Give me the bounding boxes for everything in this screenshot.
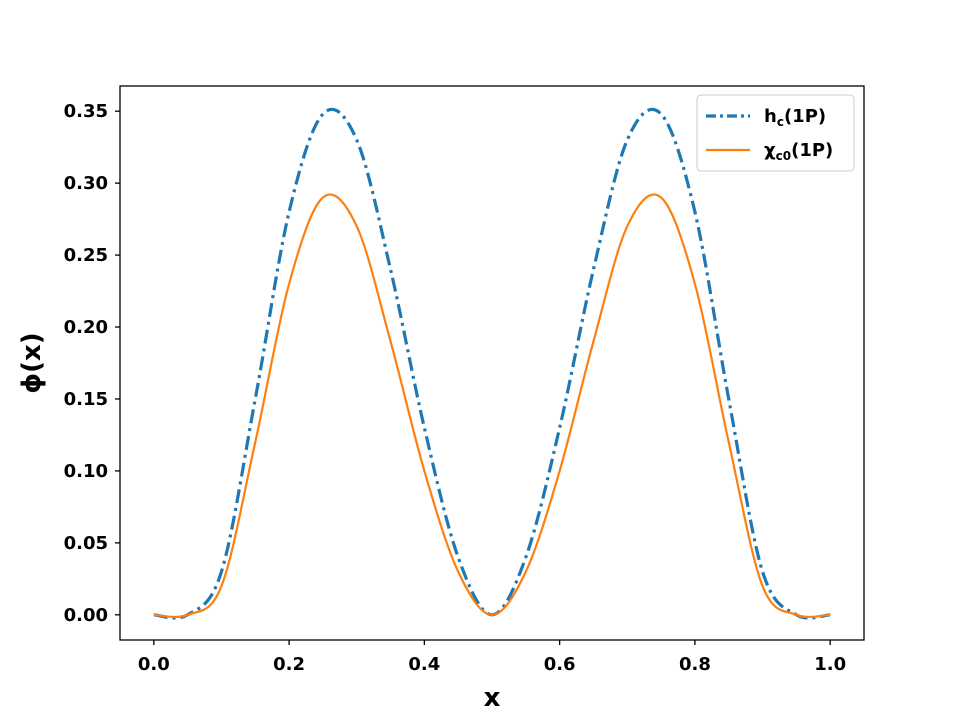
y-axis-ticks: 0.00 0.05 0.10 0.15 0.20 0.25 0.30 0.35 <box>64 101 120 626</box>
y-tick-label: 0.10 <box>64 461 108 482</box>
x-tick-label: 0.2 <box>273 654 305 675</box>
legend-label-1: χc0(1P) <box>764 140 833 163</box>
x-axis-title: x <box>484 683 501 713</box>
x-tick-label: 1.0 <box>814 654 846 675</box>
legend-label-0: hc(1P) <box>764 106 826 129</box>
series-lines <box>153 107 831 620</box>
plot-frame <box>119 85 865 641</box>
legend: hc(1P) χc0(1P) <box>696 94 855 172</box>
y-tick-label: 0.30 <box>64 173 108 194</box>
x-axis-ticks: 0.0 0.2 0.4 0.6 0.8 1.0 <box>138 640 846 675</box>
y-axis-title: ϕ(x) <box>17 332 47 393</box>
y-tick-label: 0.25 <box>64 245 108 266</box>
y-tick-label: 0.15 <box>64 389 108 410</box>
x-tick-label: 0.4 <box>408 654 440 675</box>
legend-box <box>696 94 855 172</box>
y-tick-label: 0.35 <box>64 101 108 122</box>
x-tick-label: 0.0 <box>138 654 170 675</box>
x-tick-label: 0.6 <box>544 654 576 675</box>
y-tick-label: 0.05 <box>64 533 108 554</box>
y-tick-label: 0.00 <box>64 605 108 626</box>
series-line-1 <box>153 193 831 619</box>
y-tick-label: 0.20 <box>64 317 108 338</box>
x-tick-label: 0.8 <box>679 654 711 675</box>
